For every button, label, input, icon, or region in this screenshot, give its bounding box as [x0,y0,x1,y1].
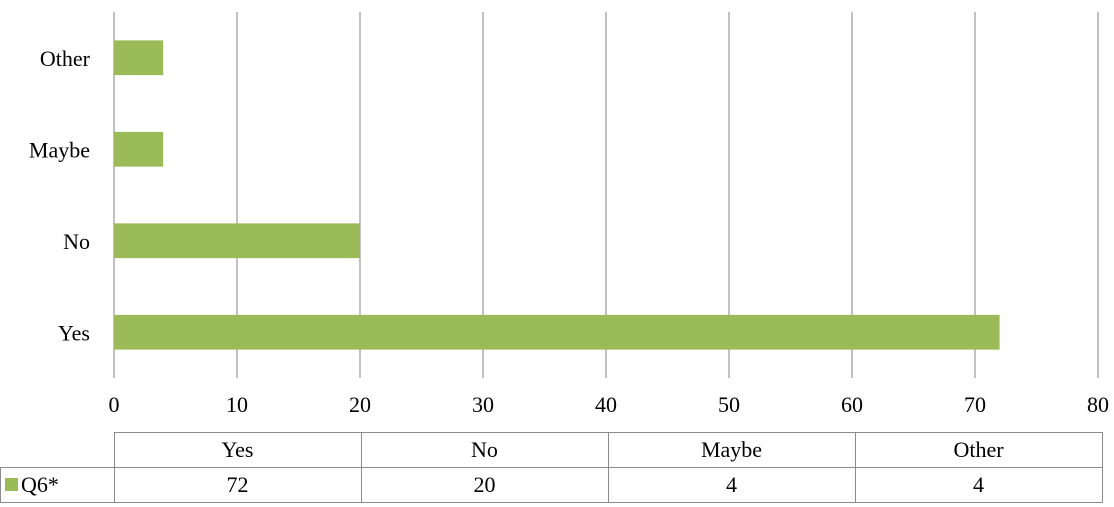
x-tick-label-10: 10 [226,392,248,417]
category-label-no: No [63,229,90,254]
data-table-header-maybe: Maybe [607,432,856,468]
data-table-header-row: Yes No Maybe Other [0,432,1103,468]
bars [114,40,1000,350]
data-table-value-yes: 72 [113,467,362,503]
data-table: Yes No Maybe Other Q6* 72 20 4 4 [0,432,1103,503]
data-table-series-row: Q6* 72 20 4 4 [0,467,1103,503]
x-tick-label-0: 0 [109,392,120,417]
category-label-other: Other [40,46,91,71]
data-table-value-other: 4 [854,467,1103,503]
category-label-yes: Yes [58,320,90,345]
data-table-header-no: No [360,432,609,468]
data-table-header-yes: Yes [113,432,362,468]
bar-maybe [114,131,164,167]
x-tick-label-20: 20 [349,392,371,417]
gridlines [113,12,1099,378]
data-table-value-maybe: 4 [607,467,856,503]
x-tick-label-30: 30 [472,392,494,417]
data-table-header-other: Other [854,432,1103,468]
x-tick-label-40: 40 [595,392,617,417]
x-tick-label-70: 70 [964,392,986,417]
x-axis-tick-labels: 0 10 20 30 40 50 60 70 80 [109,392,1110,417]
x-tick-label-60: 60 [841,392,863,417]
bar-no [114,223,360,259]
series-label: Q6* [21,472,59,497]
legend-key-icon [5,478,18,491]
data-table-series-cell: Q6* [0,467,115,503]
category-labels: Yes No Maybe Other [29,46,91,346]
data-table-corner [0,432,115,468]
category-label-maybe: Maybe [29,137,90,162]
bar-yes [114,314,1000,350]
x-tick-label-80: 80 [1087,392,1109,417]
bar-chart: Yes No Maybe Other 0 10 20 30 40 50 60 70 80 [29,12,1110,417]
data-table-value-no: 20 [360,467,609,503]
bar-other [114,40,164,76]
x-tick-label-50: 50 [718,392,740,417]
